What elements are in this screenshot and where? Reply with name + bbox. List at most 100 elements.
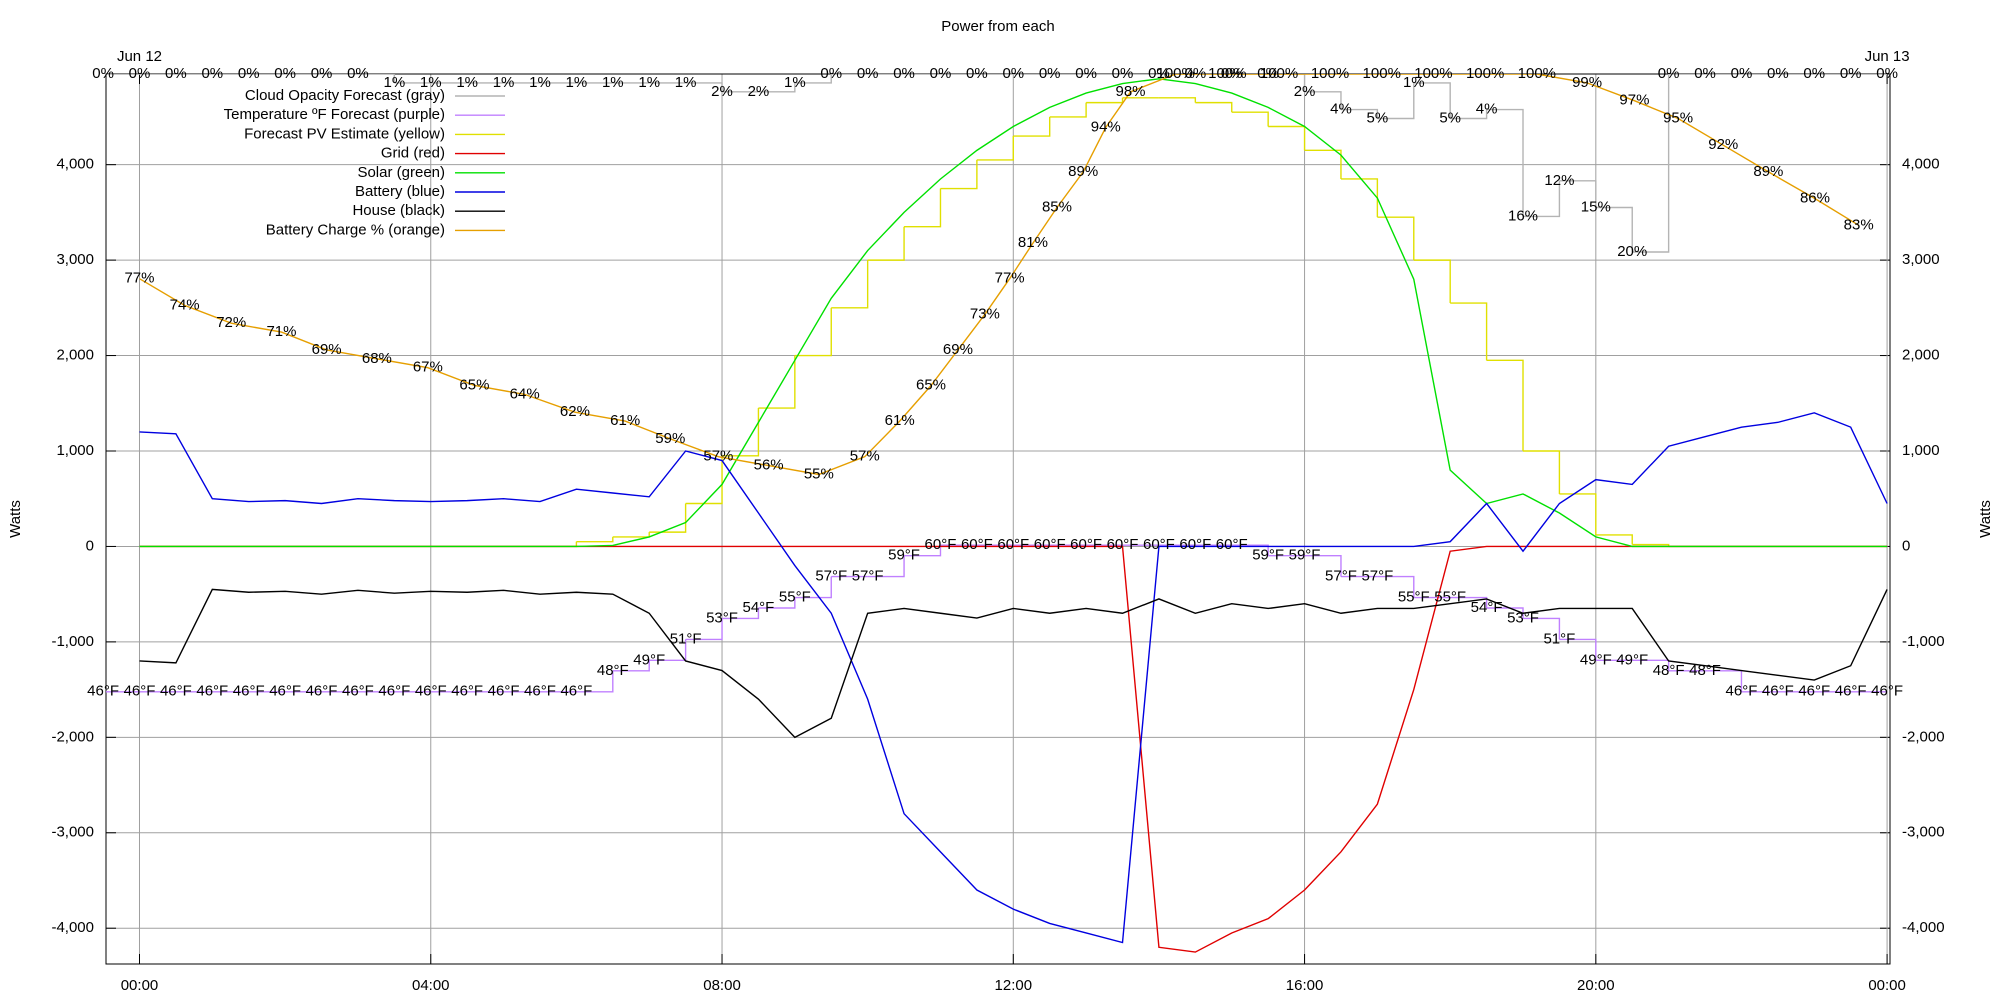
x-tick-label: 08:00 — [703, 977, 741, 994]
data-label: 1% — [384, 74, 406, 91]
step-segment — [1340, 108, 1379, 119]
legend-label: Temperature ºF Forecast (purple) — [224, 106, 445, 123]
data-label: 1% — [638, 74, 660, 91]
data-label: 46°F — [524, 683, 556, 700]
data-label: 73% — [970, 305, 1000, 322]
data-label: 46°F — [1726, 683, 1758, 700]
data-label: 89% — [1068, 163, 1098, 180]
step-segment — [1049, 102, 1087, 118]
data-label: 57°F — [815, 568, 847, 585]
data-label: 92% — [1708, 136, 1738, 153]
data-label: 1% — [456, 74, 478, 91]
series-line — [139, 78, 1888, 548]
step-segment — [1595, 206, 1633, 252]
data-label: 57% — [850, 448, 880, 465]
data-label: 0% — [1039, 65, 1061, 82]
step-segment — [1486, 359, 1524, 451]
y-axis-label: Watts — [7, 500, 24, 538]
y-tick-label: 2,000 — [56, 347, 94, 364]
data-label: 53°F — [706, 609, 738, 626]
y-tick-label: 3,000 — [56, 251, 94, 268]
series-line — [139, 74, 1860, 476]
series-line — [139, 412, 1888, 944]
data-label: 1% — [529, 74, 551, 91]
data-label: 60°F — [961, 536, 993, 553]
step-segment — [867, 226, 905, 261]
step-segment — [1595, 534, 1633, 545]
data-label: 74% — [170, 296, 200, 313]
step-segment — [1559, 180, 1597, 208]
data-label: 46°F — [560, 683, 592, 700]
step-segment — [1523, 617, 1561, 640]
data-label: 46°F — [451, 683, 483, 700]
y2-tick-label: 1,000 — [1902, 442, 1940, 459]
step-segment — [1559, 493, 1597, 535]
step-segment — [794, 576, 832, 599]
data-label: 61% — [885, 412, 915, 429]
data-label: 54°F — [743, 599, 775, 616]
step-segment — [1523, 180, 1561, 218]
data-label: 0% — [857, 65, 879, 82]
step-segment — [1304, 554, 1342, 577]
data-label: 48°F — [597, 662, 629, 679]
y-tick-label: 1,000 — [56, 442, 94, 459]
data-label: 2% — [748, 83, 770, 100]
data-label: 0% — [930, 65, 952, 82]
data-label: 55°F — [1434, 588, 1466, 605]
data-label: 0% — [347, 65, 369, 82]
data-label: 46°F — [124, 683, 156, 700]
data-label: 0% — [1803, 65, 1825, 82]
data-label: 46°F — [488, 683, 520, 700]
step-segment — [1450, 109, 1488, 120]
data-label: 46°F — [87, 683, 119, 700]
data-label: 57% — [703, 448, 733, 465]
data-label: 56% — [754, 457, 784, 474]
data-label: 59°F — [1252, 547, 1284, 564]
step-segment — [612, 660, 650, 672]
data-label: 2% — [711, 83, 733, 100]
data-label: 55% — [804, 465, 834, 482]
data-label: 100% — [1414, 65, 1452, 82]
data-label: 51°F — [1543, 630, 1575, 647]
legend-label: Solar (green) — [357, 164, 445, 181]
y2-tick-label: 2,000 — [1902, 347, 1940, 364]
data-label: 69% — [312, 341, 342, 358]
data-label: 0% — [1767, 65, 1789, 82]
data-label: 46°F — [342, 683, 374, 700]
data-label: 0% — [311, 65, 333, 82]
step-segment — [758, 82, 796, 93]
data-label: 46°F — [306, 683, 338, 700]
data-label: 0% — [238, 65, 260, 82]
y-tick-label: -3,000 — [51, 824, 94, 841]
data-label: 60°F — [1216, 536, 1248, 553]
step-segment — [1377, 82, 1415, 120]
data-label: 59°F — [888, 547, 920, 564]
step-segment — [831, 260, 869, 309]
data-label: 54°F — [1471, 599, 1503, 616]
data-label: 0% — [1112, 65, 1134, 82]
data-label: 77% — [995, 270, 1025, 287]
data-label: 46°F — [378, 683, 410, 700]
step-segment — [1231, 111, 1269, 127]
data-label: 60°F — [1179, 536, 1211, 553]
legend-label: Battery Charge % (orange) — [266, 221, 445, 238]
data-label: 0% — [1840, 65, 1862, 82]
data-label: 20% — [1617, 243, 1647, 260]
y2-tick-label: 0 — [1902, 537, 1910, 554]
x-tick-label: 00:00 — [121, 977, 159, 994]
step-segment — [940, 159, 978, 190]
data-label: 16% — [1508, 207, 1538, 224]
data-label: 0% — [1876, 65, 1898, 82]
data-label: 0% — [1075, 65, 1097, 82]
data-label: 0% — [165, 65, 187, 82]
step-segment — [794, 307, 832, 357]
step-segment — [685, 455, 723, 505]
legend-label: House (black) — [352, 202, 445, 219]
step-segment — [1413, 82, 1451, 119]
y-tick-label: -1,000 — [51, 633, 94, 650]
plot-area — [106, 74, 1888, 953]
data-label: 99% — [1572, 74, 1602, 91]
data-label: 5% — [1439, 109, 1461, 126]
y-tick-label: -2,000 — [51, 728, 94, 745]
